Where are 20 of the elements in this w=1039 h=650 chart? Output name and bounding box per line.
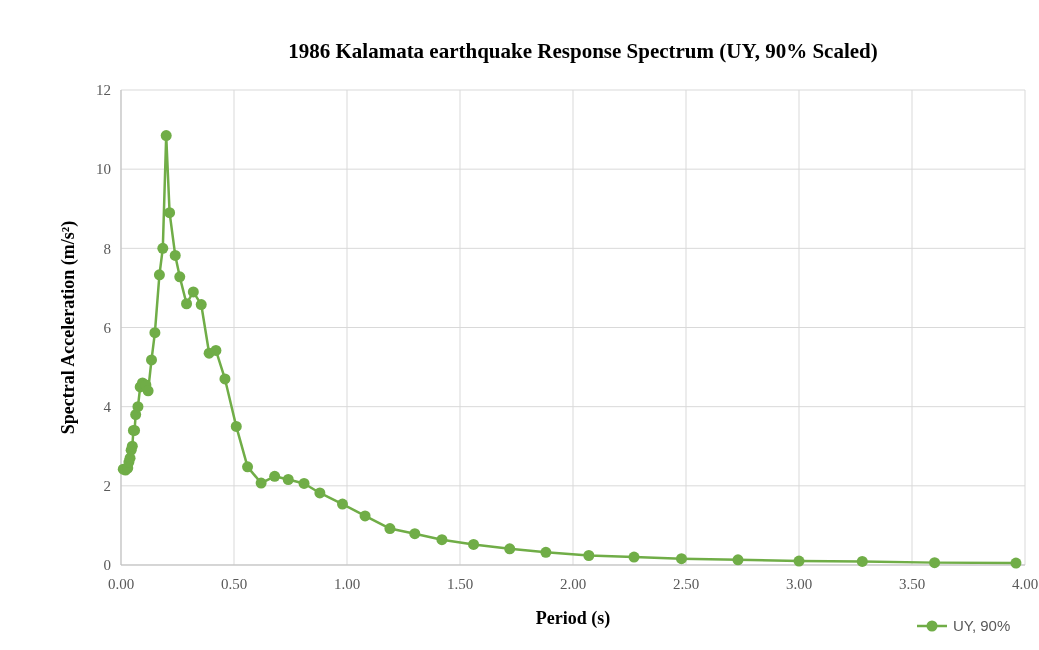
x-tick-label: 3.00 — [785, 576, 813, 592]
x-tick-label: 2.00 — [559, 576, 587, 592]
x-tick-label: 3.50 — [898, 576, 926, 592]
y-tick-label: 4 — [103, 398, 112, 415]
x-tick-label: 2.50 — [672, 576, 700, 592]
x-tick-label: 1.50 — [446, 576, 474, 592]
y-tick-label: 0 — [103, 557, 111, 574]
y-tick-label: 2 — [103, 478, 111, 495]
y-axis-title: Spectral Acceleration (m/s²) — [58, 220, 79, 435]
x-tick-label: 4.00 — [1011, 576, 1039, 592]
x-tick-label: 1.00 — [333, 576, 361, 592]
y-tick-label: 8 — [103, 240, 111, 257]
y-tick-label: 6 — [103, 319, 112, 336]
x-tick-label: 0.50 — [220, 576, 248, 592]
chart-title: 1986 Kalamata earthquake Response Spectrum (UY, 90% Scaled) — [288, 39, 878, 63]
y-tick-label: 10 — [96, 161, 111, 178]
x-axis-title: Period (s) — [535, 608, 611, 629]
y-tick-label: 12 — [96, 82, 111, 99]
legend-label: UY, 90% — [953, 617, 1011, 635]
x-tick-label: 0.00 — [107, 576, 135, 592]
